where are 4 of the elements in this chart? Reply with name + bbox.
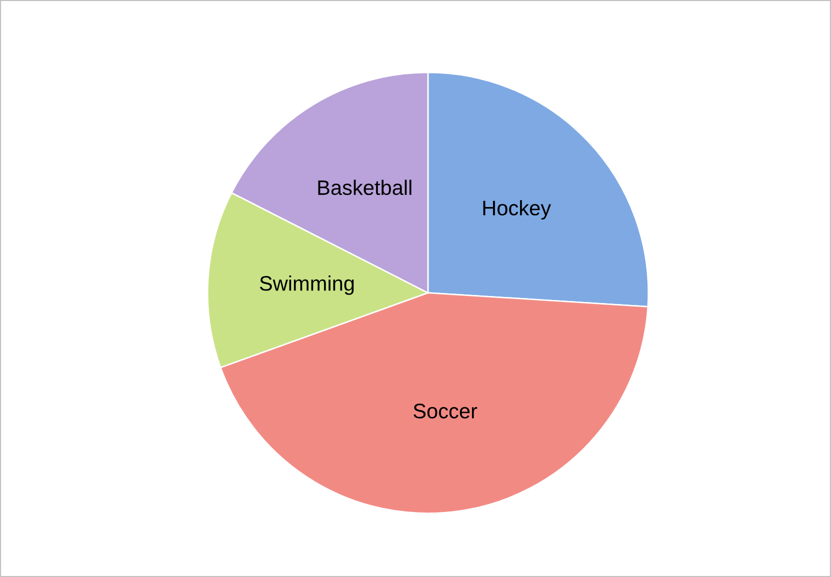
slice-label: Soccer	[414, 404, 478, 418]
slice-label: Hockey	[483, 200, 552, 220]
slice-label: Basketball	[318, 180, 412, 196]
slice-label: Swimming	[260, 276, 354, 295]
